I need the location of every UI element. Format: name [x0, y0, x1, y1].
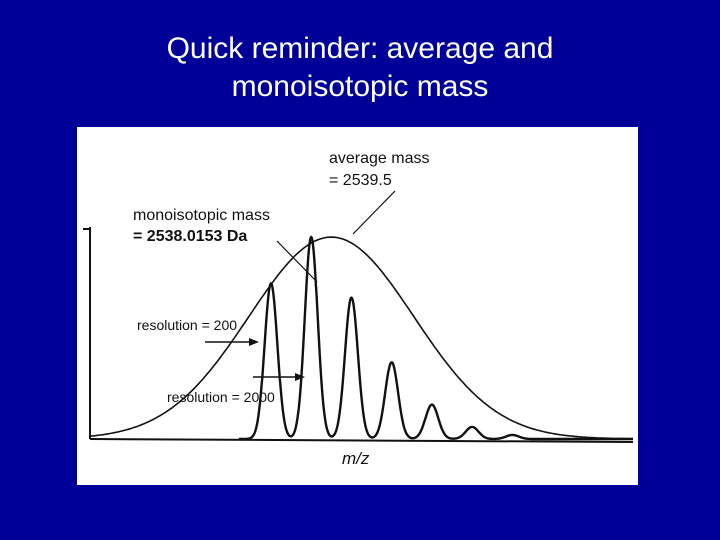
- x-axis-label: m/z: [342, 449, 370, 468]
- isotope-peak-6: [471, 426, 473, 428]
- isotope-peak-1: [270, 282, 272, 285]
- resolution-2000-label: resolution = 2000: [167, 389, 275, 405]
- slide-title-line-1: Quick reminder: average and: [166, 32, 554, 65]
- isotope-peak-2: [310, 236, 312, 238]
- resolution-200-arrowhead: [249, 338, 259, 346]
- isotope-peaks-curve: [238, 235, 633, 441]
- x-axis: [89, 438, 634, 443]
- series-layer: [89, 235, 633, 441]
- monoisotopic-mass-label-line1: monoisotopic mass: [133, 207, 270, 224]
- mass-spectrum-figure: average mass = 2539.5 monoisotopic mass …: [77, 127, 638, 485]
- mass-spectrum-chart: average mass = 2539.5 monoisotopic mass …: [83, 150, 634, 468]
- isotope-peak-3: [350, 296, 353, 299]
- monoisotopic-mass-pointer: [276, 240, 318, 283]
- average-mass-pointer: [352, 190, 396, 235]
- resolution-200-label: resolution = 200: [137, 317, 237, 333]
- isotope-peak-7: [511, 434, 514, 436]
- slide-title: Quick reminder: average and monoisotopic…: [0, 30, 720, 106]
- resolution-2000-arrowhead: [295, 373, 305, 381]
- isotope-peak-5: [431, 403, 433, 406]
- average-mass-label-line2: = 2539.5: [329, 172, 392, 189]
- average-mass-label-line1: average mass: [329, 150, 430, 167]
- isotope-peak-4: [390, 361, 393, 364]
- slide-title-line-2: monoisotopic mass: [231, 70, 489, 103]
- envelope-curve: [89, 236, 633, 440]
- monoisotopic-mass-label-line2: = 2538.0153 Da: [133, 228, 247, 245]
